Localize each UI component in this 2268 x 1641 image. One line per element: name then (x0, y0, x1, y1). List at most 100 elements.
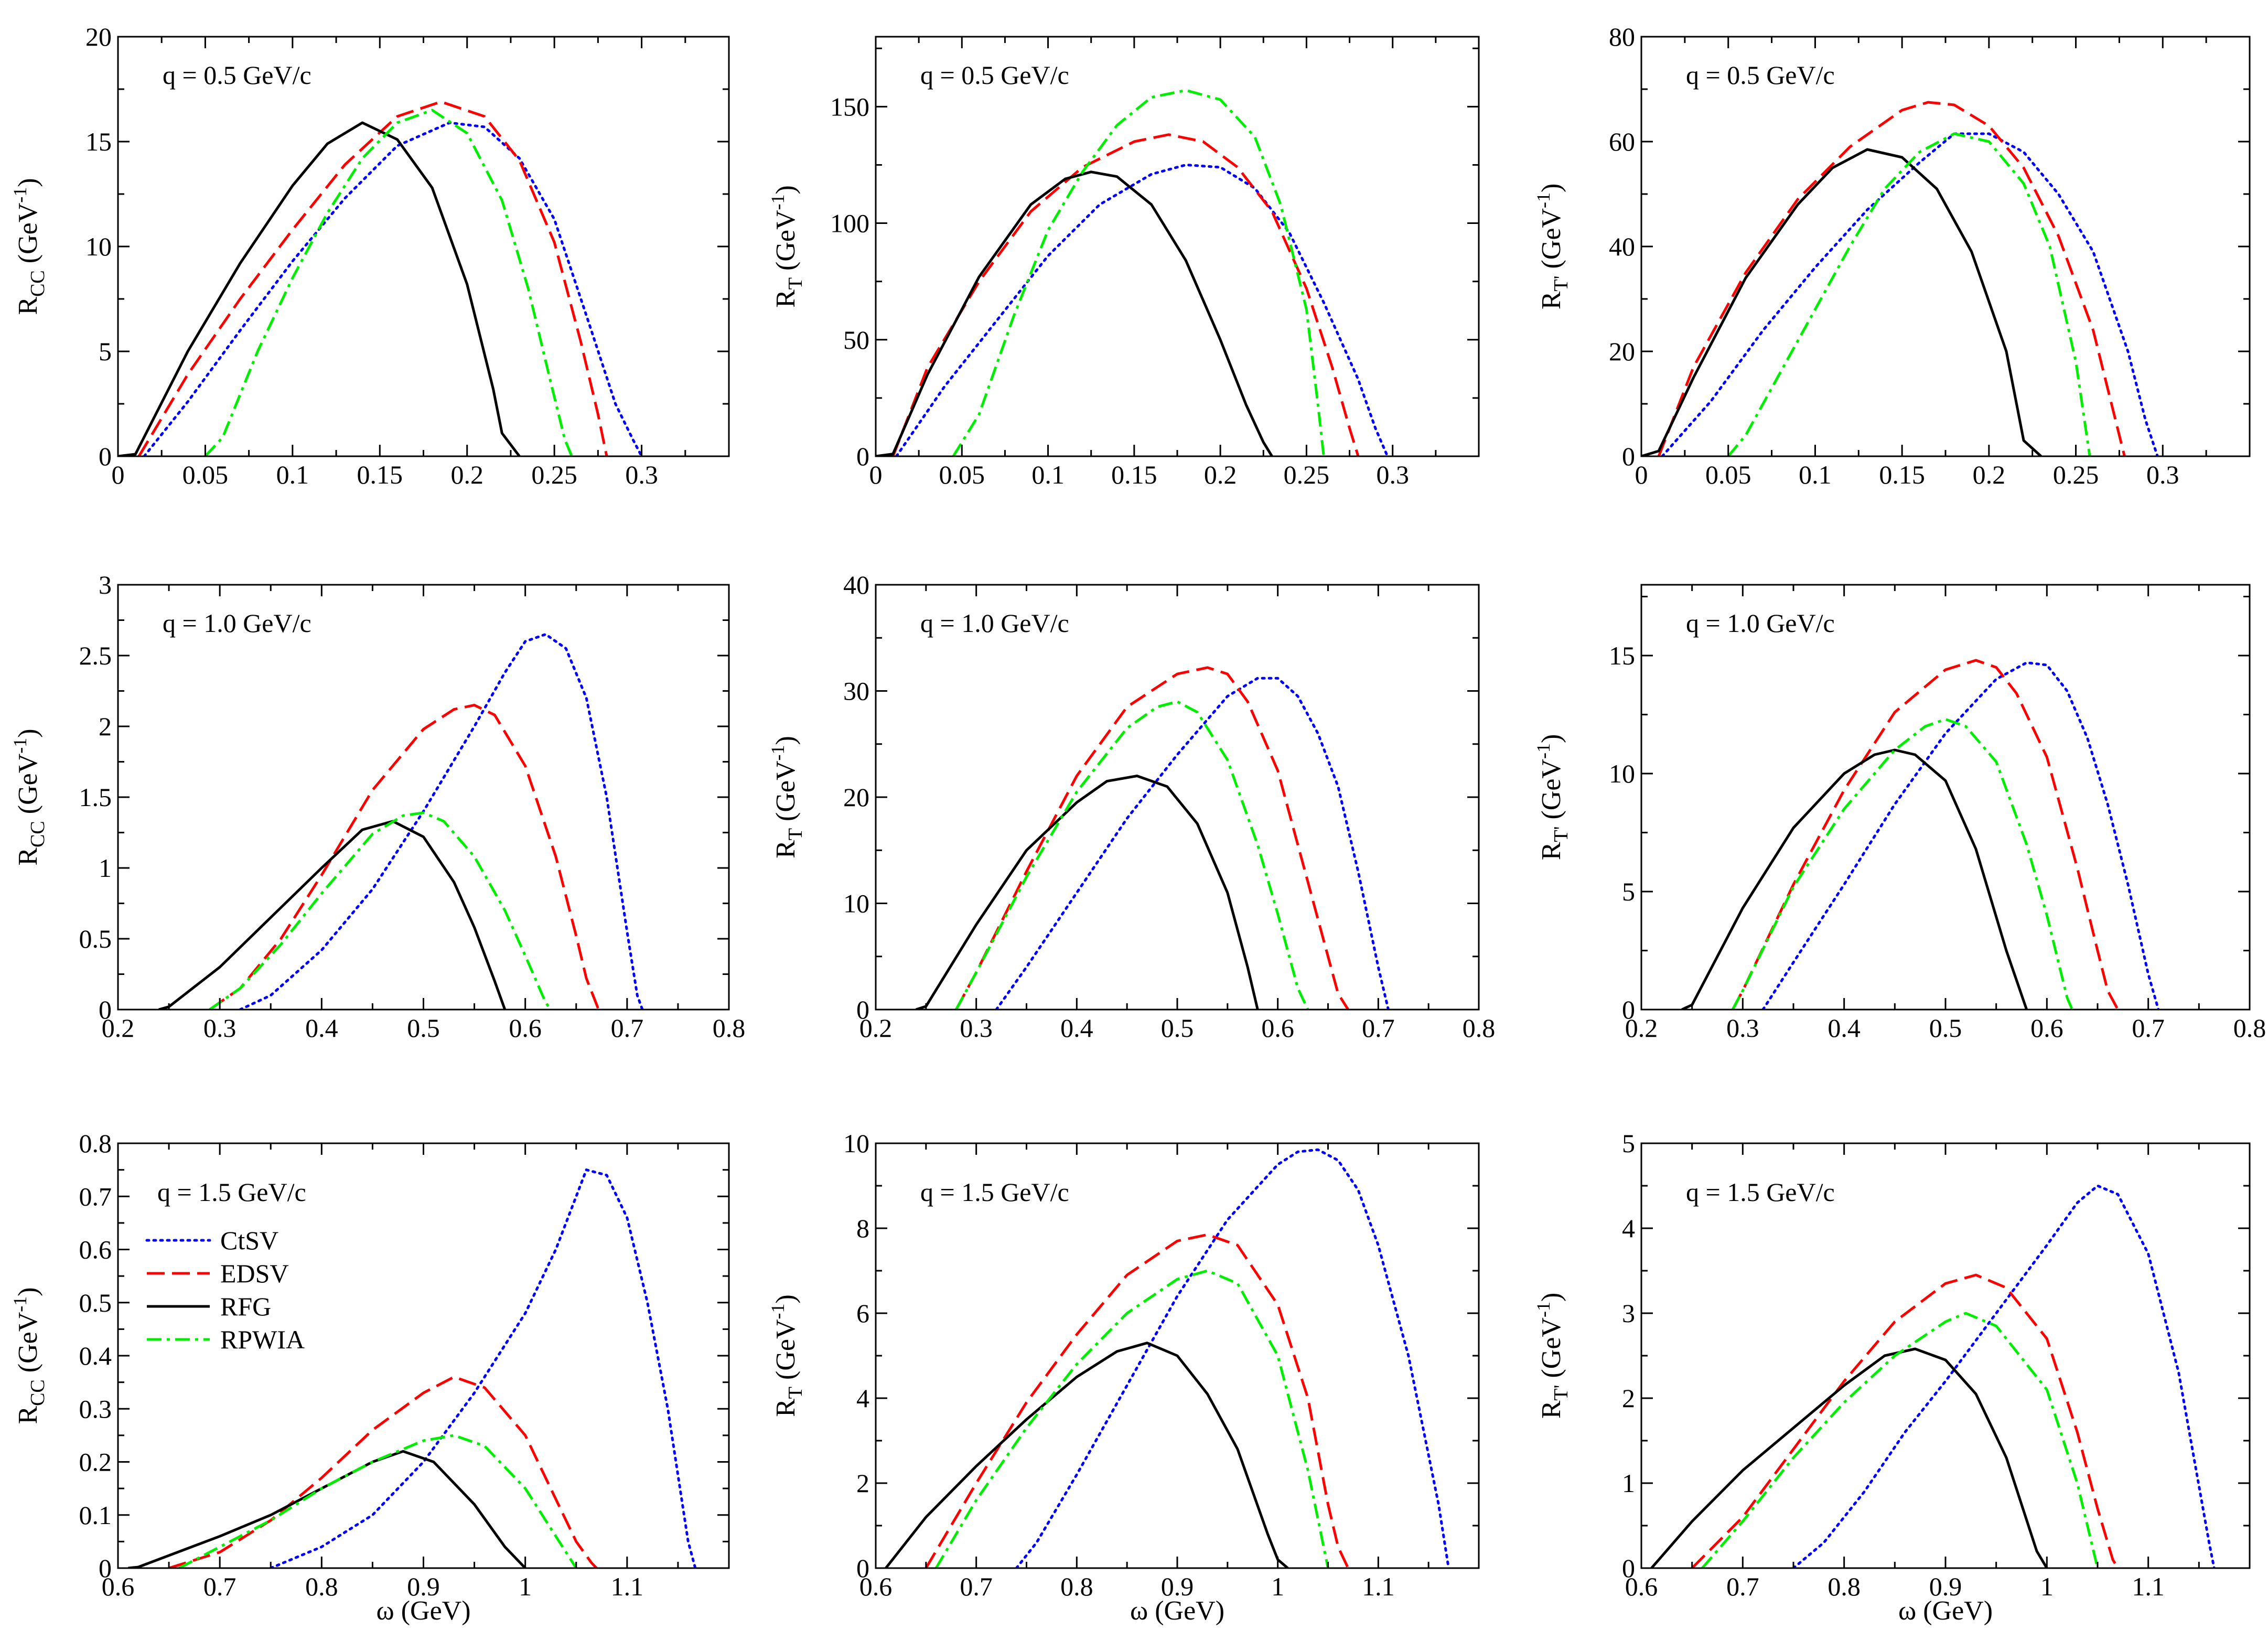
x-tick-label: 0.7 (611, 1013, 644, 1043)
series-line-rpwia (1701, 1312, 2099, 1568)
y-axis-title-close: ) (1536, 734, 1566, 743)
y-tick-label: 5 (1622, 1129, 1635, 1158)
legend-label-rpwia: RPWIA (220, 1325, 305, 1354)
x-tick-label: 1 (519, 1572, 532, 1601)
series-line-rfg (885, 1342, 1289, 1568)
x-tick-label: 0.6 (1625, 1572, 1658, 1601)
panel-annotation: q = 1.5 GeV/c (1686, 1177, 1835, 1207)
y-axis-title: RT' (GeV-1) (1533, 734, 1572, 861)
x-tick-label: 0.3 (625, 460, 658, 489)
y-tick-label: 1 (1622, 1468, 1635, 1498)
y-axis-title-unit: (GeV (13, 1312, 43, 1380)
y-tick-label: 0.6 (79, 1235, 112, 1264)
series-group (1681, 659, 2160, 1010)
y-axis-title-exp: -1 (1533, 1302, 1554, 1317)
y-axis-title-main: R (771, 840, 801, 859)
x-tick-label: 0.7 (960, 1572, 993, 1601)
y-tick-label: 4 (856, 1383, 869, 1413)
y-tick-label: 0 (1622, 442, 1635, 471)
panel-r2c1: 0.6 0.7 0.8 0.9 1 1.1 0 2 4 6 8 10 RT (GeV-1) ω (GeV)… (767, 1129, 1480, 1626)
y-axis-title-unit: (GeV (1536, 759, 1566, 827)
x-tick-label: 0.15 (1879, 460, 1925, 489)
y-axis-title-main: R (13, 848, 43, 866)
x-tick-label: 0.8 (2233, 1013, 2266, 1043)
x-tick-label: 0.5 (1161, 1013, 1194, 1043)
panel-r2c0: 0.6 0.7 0.8 0.9 1 1.1 0 0.1 0.2 0.3 0.4 0.5 0.6 0.7 0.… (9, 1129, 730, 1626)
series-line-edsv (168, 1376, 598, 1568)
y-axis-title-exp: -1 (1533, 743, 1554, 759)
x-tick-label: 0.7 (1726, 1572, 1759, 1601)
y-axis-title: RT (GeV-1) (767, 185, 807, 308)
series-line-ctsv (995, 677, 1390, 1010)
y-tick-label: 0 (99, 1553, 112, 1583)
y-axis-title-exp: -1 (767, 1303, 788, 1319)
x-tick-label: 0.6 (1261, 1013, 1294, 1043)
y-tick-label: 0.3 (79, 1394, 112, 1423)
y-tick-label: 2 (1622, 1383, 1635, 1413)
y-tick-label: 0 (99, 442, 112, 471)
panel-annotation: q = 1.5 GeV/c (920, 1177, 1069, 1207)
y-axis-title-sub: T' (1550, 1385, 1572, 1401)
y-axis-title-sub: CC (27, 821, 49, 848)
y-tick-label: 0.5 (79, 1288, 112, 1317)
y-axis-title-sub: T' (1550, 827, 1572, 842)
y-tick-label: 10 (843, 889, 869, 918)
series-group (128, 1168, 697, 1568)
panel-annotation: q = 0.5 GeV/c (1686, 60, 1835, 90)
y-tick-label: 0.1 (79, 1500, 112, 1530)
series-line-rfg (876, 170, 1273, 456)
x-tick-label: 0.8 (713, 1013, 746, 1043)
legend: CtSV EDSV RFG RPWIA (145, 1226, 305, 1354)
x-tick-label: 0.4 (1060, 1013, 1093, 1043)
y-tick-label: 2.5 (79, 641, 112, 670)
y-axis-title-sub: T (784, 1387, 807, 1399)
x-tick-label: 0.25 (1284, 460, 1330, 489)
x-tick-label: 0.3 (960, 1013, 993, 1043)
y-tick-label: 0.8 (79, 1129, 112, 1158)
y-axis-title-sub: CC (27, 1379, 49, 1406)
y-axis-title-close: ) (13, 178, 43, 187)
x-tick-label: 0.9 (1161, 1572, 1194, 1601)
panel-r1c0: 0.2 0.3 0.4 0.5 0.6 0.7 0.8 0 0.5 1 1.5 2 2.5 3 RCC (G… (9, 570, 745, 1043)
y-tick-label: 0 (99, 995, 112, 1024)
series-line-edsv (137, 100, 608, 456)
series-line-rpwia (934, 1269, 1329, 1568)
y-tick-label: 0 (856, 442, 869, 471)
y-axis-title: RT' (GeV-1) (1533, 184, 1572, 310)
y-tick-label: 150 (830, 92, 869, 121)
y-tick-label: 4 (1622, 1214, 1635, 1243)
panel-annotation: q = 1.0 GeV/c (163, 608, 311, 638)
x-tick-label: 0.25 (531, 460, 577, 489)
y-axis-title-close: ) (771, 736, 801, 745)
series-group (158, 633, 644, 1010)
y-axis-title-sub: T (784, 277, 807, 289)
y-tick-label: 60 (1609, 127, 1635, 156)
y-tick-label: 8 (856, 1214, 869, 1243)
series-line-rfg (118, 121, 521, 456)
y-axis-title: RT (GeV-1) (767, 736, 807, 859)
y-tick-label: 2 (99, 712, 112, 741)
y-axis-title-main: R (13, 1406, 43, 1424)
x-tick-label: 0.8 (1060, 1572, 1093, 1601)
y-axis-title-sub: CC (27, 270, 49, 297)
y-axis-title-unit: (GeV (771, 760, 801, 828)
series-line-edsv (1731, 659, 2119, 1010)
x-tick-label: 0.2 (1973, 460, 2006, 489)
x-axis-title: ω (GeV) (376, 1596, 470, 1626)
y-tick-label: 0 (1622, 995, 1635, 1024)
series-line-rpwia (952, 89, 1325, 456)
y-axis-title-exp: -1 (9, 187, 30, 203)
y-tick-label: 0.5 (79, 924, 112, 953)
panel-r1c2: 0.2 0.3 0.4 0.5 0.6 0.7 0.8 0 5 10 15 RT' (GeV-1) q … (1533, 584, 2266, 1043)
x-axis-title: ω (GeV) (1130, 1596, 1224, 1626)
y-axis-title-exp: -1 (9, 738, 30, 754)
y-axis-title-exp: -1 (767, 194, 788, 210)
y-tick-label: 15 (1609, 641, 1635, 670)
y-tick-label: 5 (99, 337, 112, 366)
y-axis-title-close: ) (13, 728, 43, 737)
series-group (118, 100, 643, 456)
series-line-edsv (891, 133, 1360, 456)
x-tick-label: 0.15 (357, 460, 403, 489)
